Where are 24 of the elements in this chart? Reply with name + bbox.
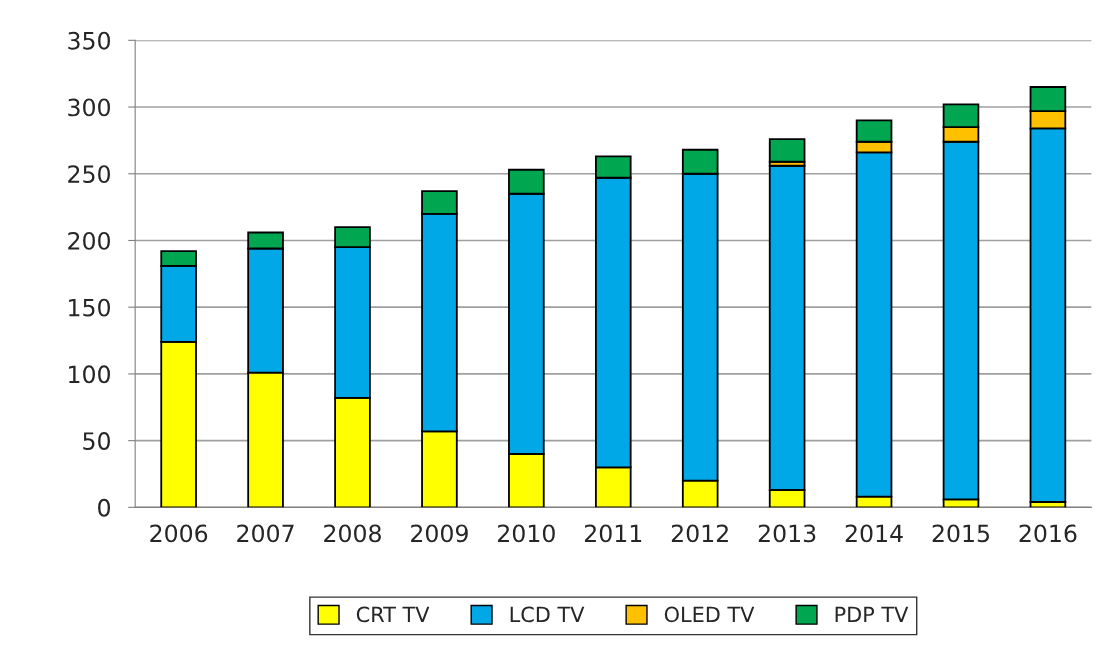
y-tick-label: 150 <box>69 298 110 317</box>
x-tick-label: 2010 <box>498 524 555 543</box>
y-tick-label: 0 <box>98 498 110 517</box>
x-tick-label: 2008 <box>324 524 381 543</box>
y-tick-label: 200 <box>68 231 110 250</box>
y-tick-label: 50 <box>83 432 110 450</box>
x-tick-label: 2011 <box>584 524 642 543</box>
y-tick-label: 100 <box>69 365 110 384</box>
legend-label: OLED TV <box>664 606 755 623</box>
legend-label: LCD TV <box>510 606 585 623</box>
bar <box>768 138 806 163</box>
x-tick-label: 2014 <box>845 524 903 543</box>
x-tick-label: 2007 <box>237 524 294 543</box>
x-tick-label: 2016 <box>1019 524 1077 543</box>
y-tick-label: 250 <box>68 165 110 184</box>
y-tick-label: 350 <box>68 31 110 50</box>
legend-label: PDP TV <box>835 606 909 622</box>
x-tick-label: 2006 <box>150 524 208 543</box>
x-tick-label: 2015 <box>932 524 989 543</box>
x-tick-label: 2009 <box>411 524 468 543</box>
y-tick-label: 300 <box>68 98 110 117</box>
x-tick-label: 2012 <box>671 524 728 543</box>
legend-label: CRT TV <box>356 606 430 623</box>
x-tick-label: 2013 <box>758 524 816 543</box>
